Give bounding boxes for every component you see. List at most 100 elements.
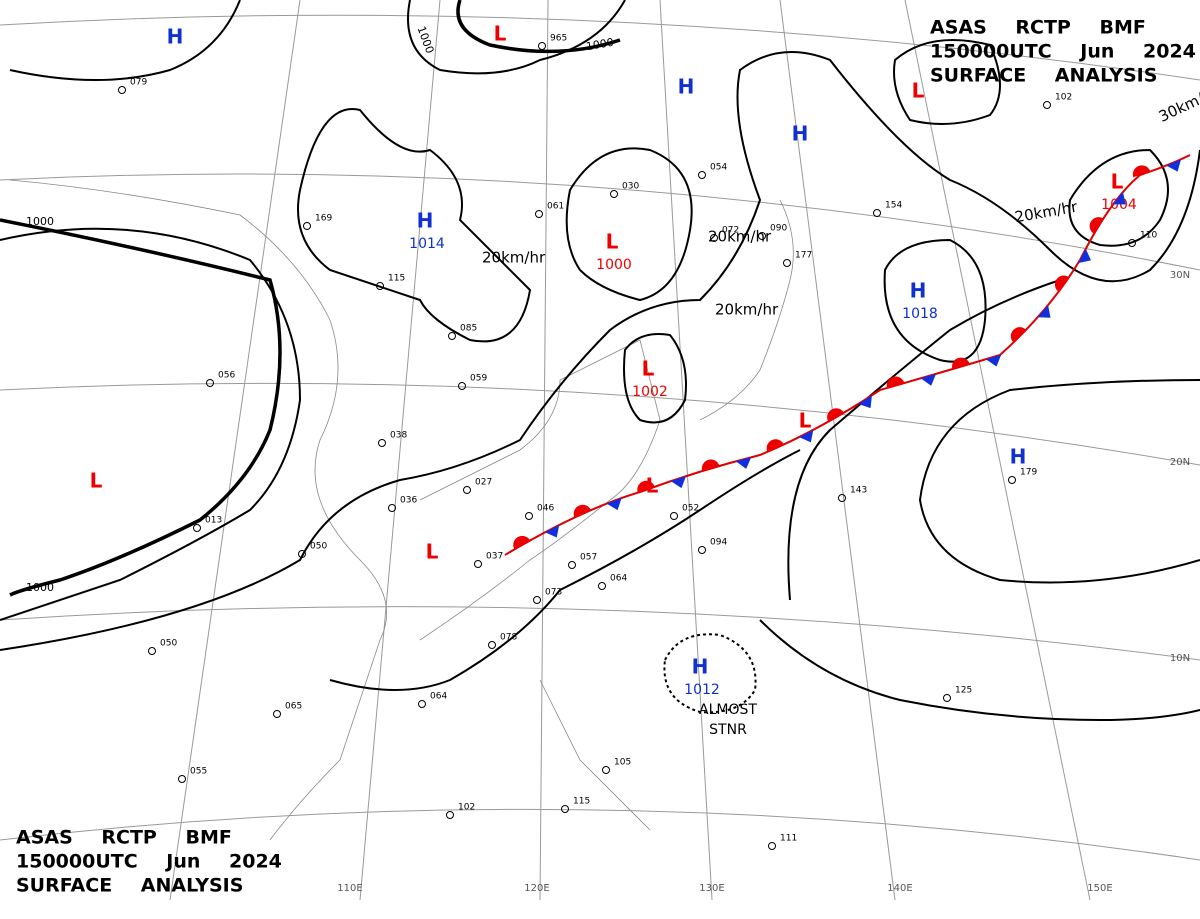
warm-symbol (637, 480, 655, 493)
station-marker (446, 811, 454, 819)
station-value: 061 (547, 202, 564, 212)
movement-label: 20km/hr (715, 301, 779, 319)
note-text: ALMOST (699, 702, 757, 718)
pressure-value: 1002 (632, 384, 668, 400)
pressure-center: L (494, 22, 507, 46)
cold-symbol (606, 497, 622, 511)
warm-symbol (1054, 275, 1070, 292)
cold-symbol (985, 354, 1002, 367)
isobars (0, 0, 1200, 722)
station-marker (568, 561, 576, 569)
station-value: 013 (205, 516, 222, 526)
station-value: 143 (850, 486, 867, 496)
header-line: 150000UTC Jun 2024 (930, 41, 1196, 63)
station-value: 055 (190, 767, 207, 777)
station-marker (561, 805, 569, 813)
front-symbol (985, 354, 1002, 367)
station-marker (710, 234, 718, 242)
front-symbol (1112, 191, 1126, 205)
front-symbol (1078, 248, 1092, 263)
front-symbol (606, 497, 622, 511)
station-value: 179 (1020, 468, 1037, 478)
grid-label: 110E (337, 883, 362, 894)
front-symbol (766, 439, 784, 452)
station-marker (298, 550, 306, 558)
front-symbol (858, 395, 872, 409)
station-value: 052 (682, 504, 699, 514)
station-marker (943, 694, 951, 702)
cold-symbol (545, 524, 560, 538)
front-symbol (701, 459, 720, 472)
pressure-center: L (90, 469, 103, 493)
station-marker (474, 560, 482, 568)
pressure-center: H (692, 655, 709, 679)
station-marker (873, 209, 881, 217)
station-value: 078 (500, 633, 517, 643)
station-marker (178, 775, 186, 783)
header-line: 150000UTC Jun 2024 (16, 851, 282, 873)
station-value: 079 (130, 78, 147, 88)
station-value: 037 (486, 552, 503, 562)
isobar-label: 1000 (26, 215, 54, 228)
station-marker (610, 190, 618, 198)
warm-symbol (701, 459, 720, 472)
pressure-value: 1004 (1101, 197, 1137, 213)
station-value: 102 (458, 803, 475, 813)
station-value: 038 (390, 431, 407, 441)
pressure-center: L (642, 357, 655, 381)
cold-symbol (1078, 248, 1092, 263)
station-value: 054 (710, 163, 727, 173)
station-value: 169 (315, 214, 332, 224)
front-symbol (799, 429, 814, 443)
station-marker (538, 42, 546, 50)
front-symbol (545, 524, 560, 538)
warm-symbol (827, 408, 844, 422)
station-marker (698, 171, 706, 179)
pressure-center: H (417, 209, 434, 233)
front-symbol (920, 373, 937, 386)
station-value: 050 (160, 639, 177, 649)
station-value: 965 (550, 34, 567, 44)
station-value: 154 (885, 201, 902, 211)
station-value: 064 (430, 692, 447, 702)
station-marker (698, 546, 706, 554)
header-line: ASAS RCTP BMF (16, 827, 232, 849)
station-marker (463, 486, 471, 494)
note-text: STNR (709, 722, 747, 738)
station-marker (838, 494, 846, 502)
station-marker (602, 766, 610, 774)
coastlines (9, 179, 794, 841)
station-value: 036 (400, 496, 417, 506)
front-symbol (735, 457, 752, 469)
station-value: 105 (614, 758, 631, 768)
warm-symbol (886, 376, 905, 388)
pressure-value: 1014 (409, 236, 445, 252)
pressure-center: H (167, 25, 184, 49)
front-symbol (1132, 165, 1151, 178)
station-value: 085 (460, 324, 477, 334)
header-line: SURFACE ANALYSIS (930, 65, 1157, 87)
station-marker (535, 210, 543, 218)
station-value: 027 (475, 478, 492, 488)
pressure-value: 1018 (902, 306, 938, 322)
station-marker (273, 710, 281, 718)
warm-symbol (1132, 165, 1151, 178)
movement-label: 20km/hr (708, 228, 772, 246)
station-value: 065 (285, 702, 302, 712)
header-line: ASAS RCTP BMF (930, 17, 1146, 39)
front-symbol (1166, 159, 1182, 172)
front-symbol (1010, 327, 1027, 343)
warm-symbol (952, 357, 970, 370)
cold-symbol (799, 429, 814, 443)
station-value: 094 (710, 538, 727, 548)
station-value: 072 (722, 226, 739, 236)
pressure-center: L (426, 540, 439, 564)
isobar-label: 1000 (26, 581, 54, 594)
station-value: 064 (610, 574, 627, 584)
front-symbol (827, 408, 844, 422)
cold-symbol (1112, 191, 1126, 205)
station-marker (525, 512, 533, 520)
